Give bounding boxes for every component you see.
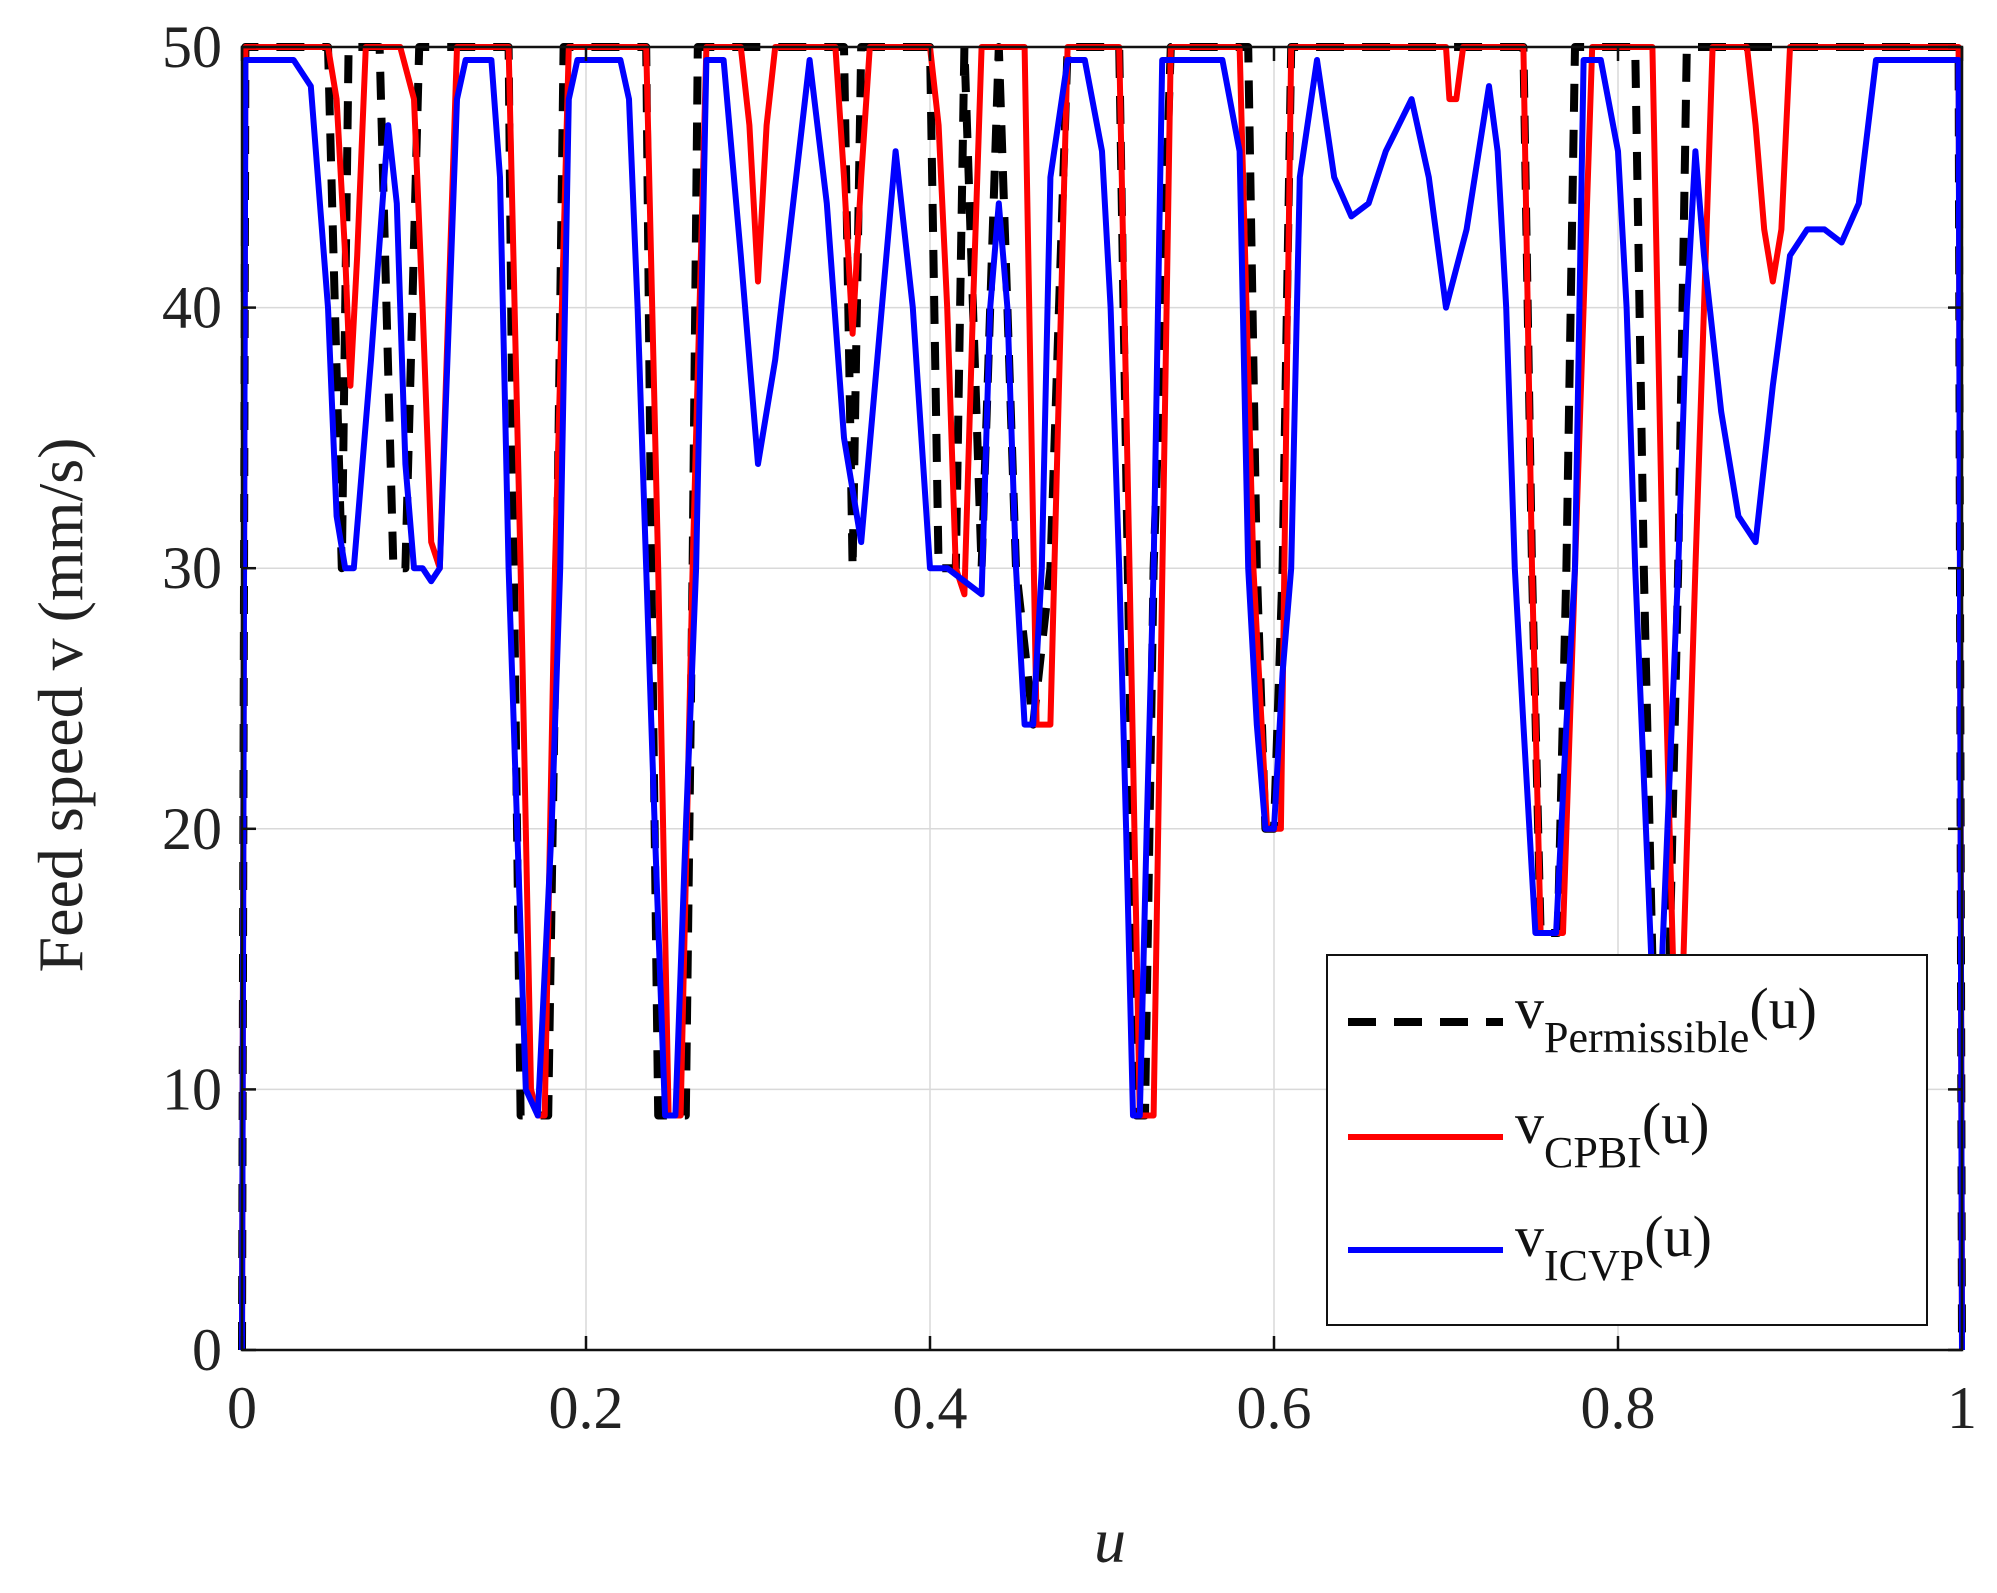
y-tick-label: 50 bbox=[162, 14, 222, 80]
x-tick-label: 0 bbox=[227, 1375, 257, 1441]
series-line-icvp bbox=[239, 57, 1965, 1351]
x-tick-label: 0.2 bbox=[549, 1375, 624, 1441]
x-tick-label: 0.4 bbox=[893, 1375, 968, 1441]
y-tick-label: 20 bbox=[162, 796, 222, 862]
y-axis-title: Feed speed v (mm/s) bbox=[25, 438, 96, 973]
x-tick-label: 0.6 bbox=[1237, 1375, 1312, 1441]
y-tick-label: 40 bbox=[162, 275, 222, 341]
x-tick-label: 0.8 bbox=[1581, 1375, 1656, 1441]
axis-ticks bbox=[240, 45, 1964, 1352]
y-tick-label: 0 bbox=[192, 1317, 222, 1383]
legend-label-icvp: vICVP(u) bbox=[1515, 1204, 1712, 1290]
x-tick-label: 1 bbox=[1947, 1375, 1977, 1441]
legend-label-permissible: vPermissible(u) bbox=[1515, 976, 1817, 1062]
x-axis-title: u bbox=[1094, 1505, 1126, 1576]
plot-frame bbox=[240, 45, 1964, 1352]
y-tick-label: 10 bbox=[162, 1056, 222, 1122]
y-tick-label: 30 bbox=[162, 535, 222, 601]
legend: vPermissible(u) vCPBI(u) vICVP(u) bbox=[1326, 954, 1928, 1326]
legend-label-cpbi: vCPBI(u) bbox=[1515, 1091, 1709, 1177]
